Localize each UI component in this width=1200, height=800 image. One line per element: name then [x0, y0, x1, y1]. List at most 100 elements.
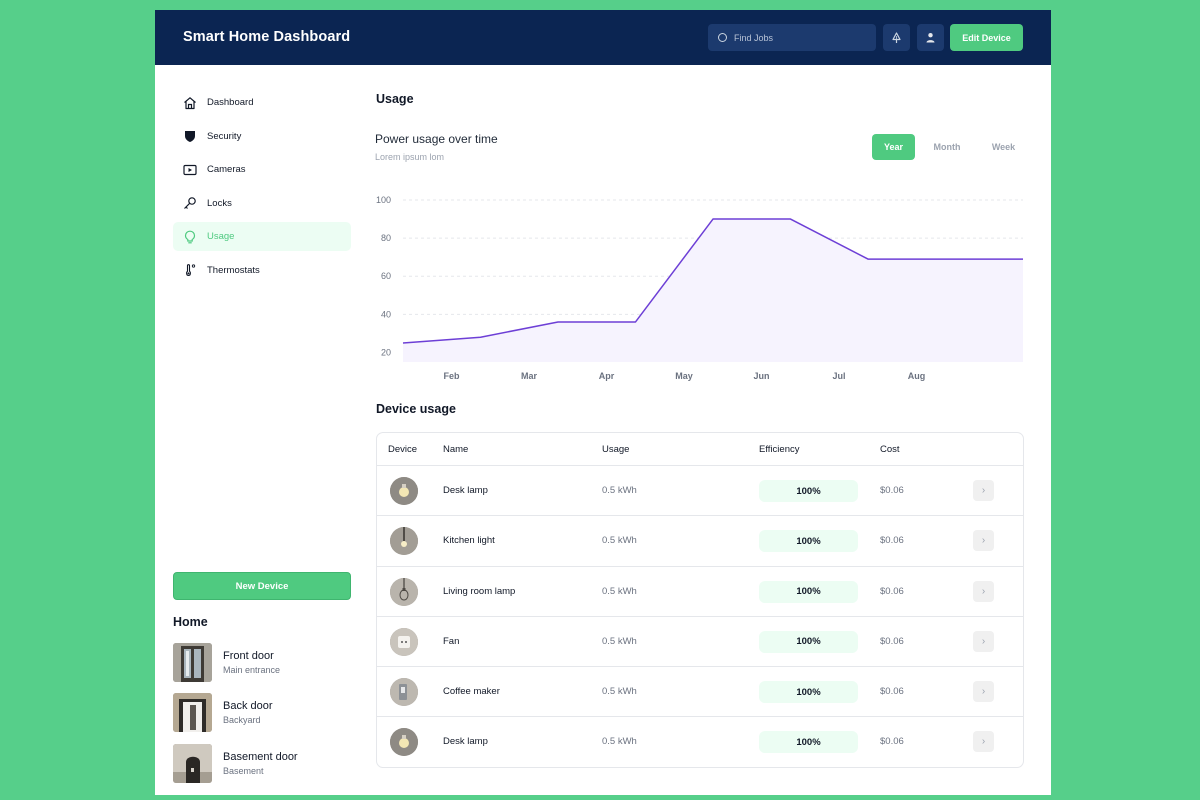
column-header-efficiency: Efficiency — [759, 444, 800, 455]
column-header-cost: Cost — [880, 444, 900, 455]
chart-subtitle: Lorem ipsum lom — [375, 152, 445, 162]
device-usage: 0.5 kWh — [602, 736, 637, 748]
device-usage-title: Device usage — [376, 402, 456, 416]
sidebar-item-dashboard[interactable]: Dashboard — [173, 88, 351, 117]
x-tick-label: Feb — [443, 371, 460, 381]
new-device-button[interactable]: New Device — [173, 572, 351, 600]
y-tick-label: 60 — [381, 271, 391, 281]
app-window: Smart Home Dashboard Edit Device Dash — [155, 10, 1051, 795]
device-image — [390, 527, 418, 556]
table-row[interactable]: Living room lamp 0.5 kWh 100% $0.06 › — [377, 567, 1023, 617]
device-usage: 0.5 kWh — [602, 535, 637, 547]
efficiency-badge: 100% — [759, 630, 858, 653]
app-title: Smart Home Dashboard — [183, 29, 351, 45]
tab-year[interactable]: Year — [872, 134, 915, 160]
edit-device-button[interactable]: Edit Device — [950, 24, 1023, 51]
device-table: Device Name Usage Efficiency Cost Desk l… — [376, 432, 1024, 768]
sidebar-item-label: Locks — [207, 197, 232, 209]
door-item-basement[interactable]: Basement door Basement — [173, 743, 353, 783]
sidebar-item-label: Thermostats — [207, 264, 260, 276]
table-row[interactable]: Coffee maker 0.5 kWh 100% $0.06 › — [377, 667, 1023, 718]
efficiency-badge: 100% — [759, 580, 858, 603]
door-location: Backyard — [223, 715, 261, 725]
user-button[interactable] — [917, 24, 944, 51]
door-list: Front door Main entrance Back door Backy… — [173, 642, 353, 794]
tab-month[interactable]: Month — [933, 142, 961, 152]
table-row[interactable]: Fan 0.5 kWh 100% $0.06 › — [377, 617, 1023, 668]
power-usage-chart: 20 40 60 80 100 Feb Mar Apr May Jun Jul Aug — [376, 195, 1024, 381]
door-image — [173, 693, 212, 732]
device-image — [390, 728, 418, 757]
efficiency-badge: 100% — [759, 530, 858, 553]
search-icon — [718, 33, 727, 42]
efficiency-badge: 100% — [759, 731, 858, 754]
door-item-back[interactable]: Back door Backyard — [173, 693, 353, 733]
sidebar-item-label: Cameras — [207, 164, 246, 176]
top-bar: Smart Home Dashboard Edit Device — [155, 10, 1051, 65]
y-tick-label: 20 — [381, 347, 391, 357]
device-image — [390, 577, 418, 606]
device-usage: 0.5 kWh — [602, 485, 637, 496]
search-input[interactable] — [734, 24, 870, 51]
device-name: Desk lamp — [443, 736, 488, 748]
door-item-front[interactable]: Front door Main entrance — [173, 642, 353, 682]
thermometer-icon — [182, 262, 198, 278]
device-image — [390, 477, 418, 505]
x-tick-label: Aug — [908, 371, 926, 381]
device-image — [390, 678, 418, 707]
device-name: Coffee maker — [443, 686, 500, 698]
tree-button[interactable] — [883, 24, 910, 51]
x-tick-label: Mar — [521, 371, 538, 381]
door-image — [173, 642, 212, 682]
device-usage: 0.5 kWh — [602, 585, 637, 597]
x-tick-label: May — [675, 371, 693, 381]
key-icon — [182, 195, 198, 211]
device-cost: $0.06 — [880, 736, 904, 748]
table-header: Device Name Usage Efficiency Cost — [377, 433, 1023, 466]
efficiency-badge: 100% — [759, 681, 858, 704]
sidebar-item-cameras[interactable]: Cameras — [173, 155, 351, 184]
search-box[interactable] — [708, 24, 876, 51]
chevron-right-icon[interactable]: › — [973, 681, 994, 703]
shield-icon — [182, 128, 198, 144]
column-header-usage: Usage — [602, 444, 630, 455]
device-name: Living room lamp — [443, 585, 516, 597]
home-section-title: Home — [173, 615, 208, 629]
sidebar-item-label: Usage — [207, 231, 235, 243]
sidebar-item-label: Dashboard — [207, 97, 254, 108]
door-location: Main entrance — [223, 664, 281, 675]
x-tick-label: Apr — [599, 371, 615, 381]
bulb-icon — [182, 229, 198, 245]
device-cost: $0.06 — [880, 686, 904, 698]
table-row[interactable]: Desk lamp 0.5 kWh 100% $0.06 › — [377, 466, 1023, 517]
x-tick-label: Jul — [832, 371, 845, 381]
y-tick-label: 80 — [381, 233, 391, 243]
device-cost: $0.06 — [880, 485, 904, 496]
door-name: Back door — [223, 700, 273, 712]
chevron-right-icon[interactable]: › — [973, 480, 994, 501]
sidebar-item-usage[interactable]: Usage — [173, 222, 351, 252]
sidebar-item-thermostats[interactable]: Thermostats — [173, 256, 351, 285]
chevron-right-icon[interactable]: › — [973, 580, 994, 602]
sidebar-item-locks[interactable]: Locks — [173, 189, 351, 218]
chevron-right-icon[interactable]: › — [973, 630, 994, 652]
chevron-right-icon[interactable]: › — [973, 731, 994, 753]
chevron-right-icon[interactable]: › — [973, 530, 994, 552]
sidebar-item-security[interactable]: Security — [173, 122, 351, 151]
door-location: Basement — [223, 765, 264, 776]
y-tick-label: 100 — [376, 195, 391, 205]
table-row[interactable]: Desk lamp 0.5 kWh 100% $0.06 › — [377, 717, 1023, 767]
section-title: Usage — [376, 92, 414, 106]
sidebar-nav: Dashboard Security Cameras Locks Usage — [173, 88, 351, 290]
device-image — [390, 627, 418, 656]
device-usage: 0.5 kWh — [602, 686, 637, 698]
home-icon — [182, 95, 198, 111]
device-usage: 0.5 kWh — [602, 635, 637, 647]
y-tick-label: 40 — [381, 309, 391, 319]
device-cost: $0.06 — [880, 535, 904, 547]
device-name: Desk lamp — [443, 485, 488, 496]
device-cost: $0.06 — [880, 585, 904, 597]
tab-week[interactable]: Week — [991, 142, 1016, 152]
door-name: Front door — [223, 649, 274, 662]
table-row[interactable]: Kitchen light 0.5 kWh 100% $0.06 › — [377, 516, 1023, 567]
